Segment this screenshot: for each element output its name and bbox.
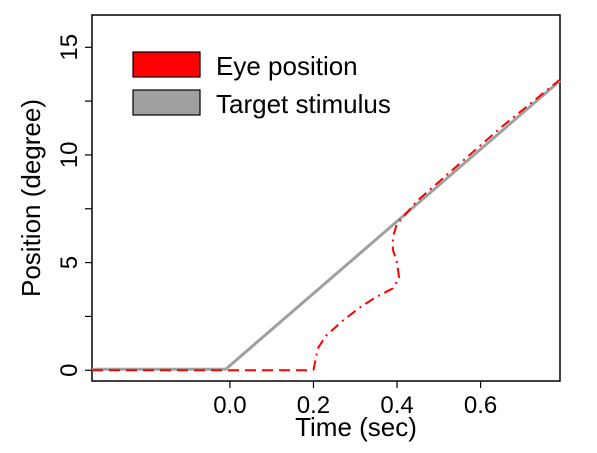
x-tick-label: 0.0 — [213, 392, 246, 419]
series-eye-position-dashdot — [312, 78, 561, 371]
series-target-stimulus — [92, 79, 561, 371]
x-axis: 0.0 0.2 0.4 0.6 — [213, 381, 497, 419]
legend-label-eye-position: Eye position — [216, 51, 358, 81]
x-axis-title: Time (sec) — [295, 412, 417, 442]
x-tick-label: 0.6 — [464, 392, 497, 419]
y-tick-label: 0 — [56, 364, 83, 377]
y-axis-title: Position (degree) — [16, 99, 46, 297]
legend-label-target-stimulus: Target stimulus — [216, 89, 391, 119]
y-tick-label: 10 — [56, 142, 83, 169]
y-tick-label: 5 — [56, 256, 83, 269]
x-tick-label: 0.4 — [380, 392, 413, 419]
legend-swatch-eye-position — [132, 51, 201, 78]
y-tick-label: 15 — [56, 34, 83, 61]
legend-swatch-target-stimulus — [132, 89, 201, 116]
x-tick-label: 0.2 — [297, 392, 330, 419]
plot-frame — [91, 14, 561, 382]
series-layer — [92, 78, 561, 372]
y-axis: 0 5 10 15 — [56, 34, 92, 377]
legend: Eye position Target stimulus — [132, 51, 391, 119]
